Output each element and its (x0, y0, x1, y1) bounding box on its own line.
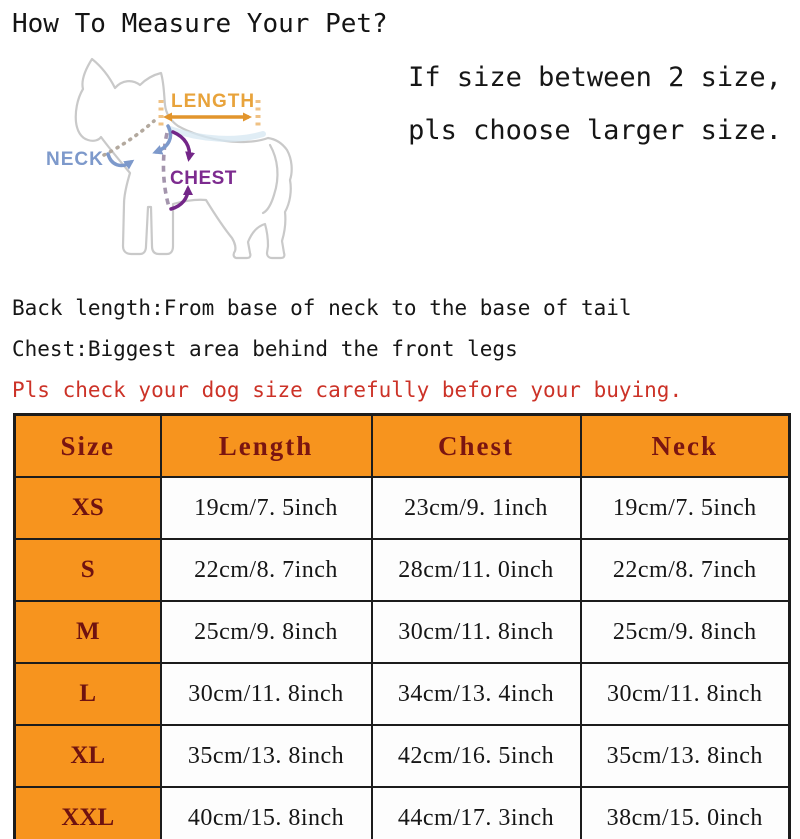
chest-label: CHEST (170, 168, 237, 189)
neck-cell: 25cm/9. 8inch (579, 600, 791, 664)
chest-instruction: Chest:Biggest area behind the front legs (12, 337, 518, 361)
size-cell: M (13, 600, 162, 664)
table-row-m: M 25cm/9. 8inch 30cm/11. 8inch 25cm/9. 8… (13, 600, 791, 664)
table-row-xl: XL 35cm/13. 8inch 42cm/16. 5inch 35cm/13… (13, 724, 791, 788)
length-cell: 40cm/15. 8inch (159, 786, 373, 839)
size-chart-header-row: Size Length Chest Neck (13, 413, 791, 478)
size-cell: XS (13, 476, 162, 540)
length-cell: 35cm/13. 8inch (159, 724, 373, 788)
size-note-line2: pls choose larger size. (408, 115, 782, 146)
back-highlight (167, 126, 266, 142)
size-cell: XXL (13, 786, 162, 839)
table-row-l: L 30cm/11. 8inch 34cm/13. 4inch 30cm/11.… (13, 662, 791, 726)
length-cell: 30cm/11. 8inch (159, 662, 373, 726)
chest-cell: 44cm/17. 3inch (370, 786, 582, 839)
page-title: How To Measure Your Pet? (12, 9, 388, 39)
length-label: LENGTH (171, 91, 255, 112)
size-cell: XL (13, 724, 162, 788)
column-header-size: Size (13, 413, 162, 478)
neck-curl-arrow (106, 152, 135, 170)
neck-cell: 35cm/13. 8inch (579, 724, 791, 788)
dog-diagram-svg: LENGTH NECK CHEST (46, 57, 293, 260)
size-cell: L (13, 662, 162, 726)
column-header-chest: Chest (370, 413, 582, 478)
neck-cell: 19cm/7. 5inch (579, 476, 791, 540)
length-cell: 22cm/8. 7inch (159, 538, 373, 602)
column-header-neck: Neck (579, 413, 791, 478)
measurement-instructions: Back length:From base of neck to the bas… (12, 288, 792, 411)
chest-cell: 34cm/13. 4inch (370, 662, 582, 726)
neck-cell: 22cm/8. 7inch (579, 538, 791, 602)
size-advice-note: If size between 2 size, pls choose large… (398, 62, 792, 147)
size-check-warning: Pls check your dog size carefully before… (12, 378, 683, 402)
chest-bottom-arrow (169, 185, 193, 211)
length-cell: 25cm/9. 8inch (159, 600, 373, 664)
table-row-xxl: XXL 40cm/15. 8inch 44cm/17. 3inch 38cm/1… (13, 786, 791, 839)
table-row-xs: XS 19cm/7. 5inch 23cm/9. 1inch 19cm/7. 5… (13, 476, 791, 540)
length-cell: 19cm/7. 5inch (159, 476, 373, 540)
size-cell: S (13, 538, 162, 602)
table-row-s: S 22cm/8. 7inch 28cm/11. 0inch 22cm/8. 7… (13, 538, 791, 602)
chest-cell: 28cm/11. 0inch (370, 538, 582, 602)
dog-tail-line (261, 143, 279, 215)
neck-cell: 38cm/15. 0inch (579, 786, 791, 839)
back-length-instruction: Back length:From base of neck to the bas… (12, 296, 632, 320)
chest-cell: 30cm/11. 8inch (370, 600, 582, 664)
size-note-line1: If size between 2 size, (408, 62, 782, 93)
chest-cell: 42cm/16. 5inch (370, 724, 582, 788)
neck-cell: 30cm/11. 8inch (579, 662, 791, 726)
column-header-length: Length (159, 413, 373, 478)
neck-hook-arrow (152, 124, 173, 155)
chest-dashed-line (161, 132, 171, 208)
dog-measurement-diagram: LENGTH NECK CHEST (20, 55, 350, 285)
chest-top-arrow (171, 130, 195, 162)
neck-label: NECK (46, 149, 104, 170)
neck-dotted-line (102, 119, 156, 157)
chest-cell: 23cm/9. 1inch (370, 476, 582, 540)
size-chart-table: Size Length Chest Neck XS 19cm/7. 5inch … (13, 413, 791, 839)
dog-outline (74, 57, 293, 260)
